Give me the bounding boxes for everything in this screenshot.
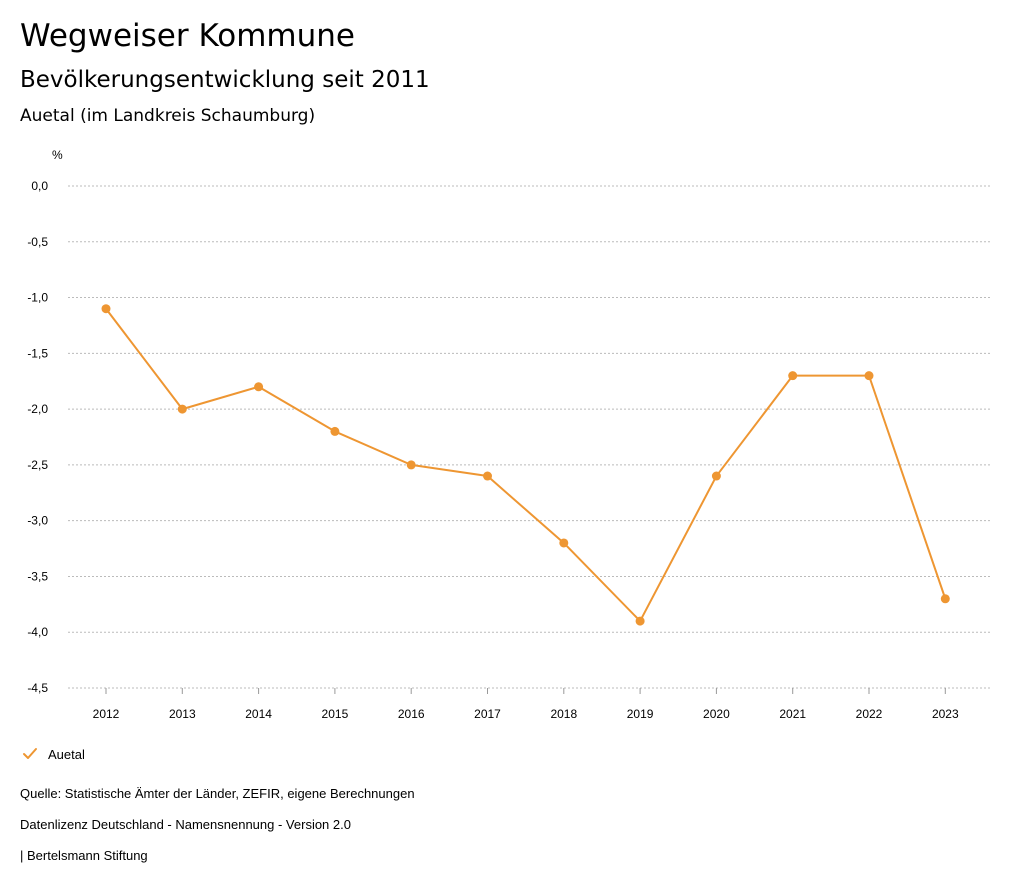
x-tick-label: 2022 [856, 707, 883, 721]
x-tick-label: 2019 [627, 707, 654, 721]
y-tick-label: -2,5 [27, 458, 48, 472]
legend-label: Auetal [48, 746, 85, 762]
legend-item-auetal[interactable]: Auetal [20, 744, 85, 764]
data-point-2017[interactable] [483, 471, 492, 481]
y-tick-label: -3,5 [27, 569, 48, 583]
data-point-2021[interactable] [788, 371, 798, 381]
data-point-2015[interactable] [330, 426, 340, 436]
axis-layer: % 0,0 -0,5 -1,0 -1,5 -2,0 -2,5 -3,0 -3,5 -4,0 -4,… [27, 148, 959, 721]
y-axis-unit: % [52, 148, 63, 162]
license-note: Datenlizenz Deutschland - Namensnennung … [20, 817, 351, 832]
data-point-2016[interactable] [406, 460, 416, 470]
y-tick-label: -1,0 [27, 291, 48, 305]
x-tick-label: 2014 [245, 707, 272, 721]
data-point-2012[interactable] [101, 304, 111, 314]
x-tick-label: 2017 [474, 707, 501, 721]
data-point-2022[interactable] [864, 371, 874, 381]
data-point-2014[interactable] [254, 382, 264, 392]
y-tick-label: -4,0 [27, 625, 48, 639]
x-tick-label: 2012 [93, 707, 120, 721]
x-tick-label: 2020 [703, 707, 730, 721]
data-point-2020[interactable] [711, 471, 721, 481]
checkmark-icon [20, 744, 40, 764]
publisher-note: | Bertelsmann Stiftung [20, 848, 148, 863]
x-tick-label: 2013 [169, 707, 196, 721]
x-tick-label: 2015 [322, 707, 349, 721]
x-tick-label: 2023 [932, 707, 959, 721]
data-point-2019[interactable] [635, 616, 645, 626]
y-tick-label: -2,0 [27, 402, 48, 416]
region-label: Auetal (im Landkreis Schaumburg) [20, 106, 316, 126]
y-tick-label: -4,5 [27, 681, 48, 695]
y-tick-label: -0,5 [27, 235, 48, 249]
chart-title: Wegweiser Kommune [20, 18, 355, 54]
series-line-auetal [105, 308, 947, 623]
x-tick-label: 2016 [398, 707, 425, 721]
series-layer [101, 304, 950, 626]
grid-layer [68, 185, 990, 689]
x-tick-label: 2021 [779, 707, 806, 721]
data-point-2023[interactable] [940, 594, 950, 604]
y-tick-label: -1,5 [27, 346, 48, 360]
line-chart: % 0,0 -0,5 -1,0 -1,5 -2,0 -2,5 -3,0 -3,5 -4,0 -4,… [27, 148, 990, 721]
data-point-2013[interactable] [177, 404, 187, 414]
y-tick-label: -3,0 [27, 514, 48, 528]
x-tick-label: 2018 [550, 707, 577, 721]
data-point-2018[interactable] [559, 538, 569, 548]
source-note: Quelle: Statistische Ämter der Länder, Z… [20, 786, 415, 801]
chart-subtitle: Bevölkerungsentwicklung seit 2011 [20, 67, 430, 93]
y-tick-label: 0,0 [31, 179, 48, 193]
